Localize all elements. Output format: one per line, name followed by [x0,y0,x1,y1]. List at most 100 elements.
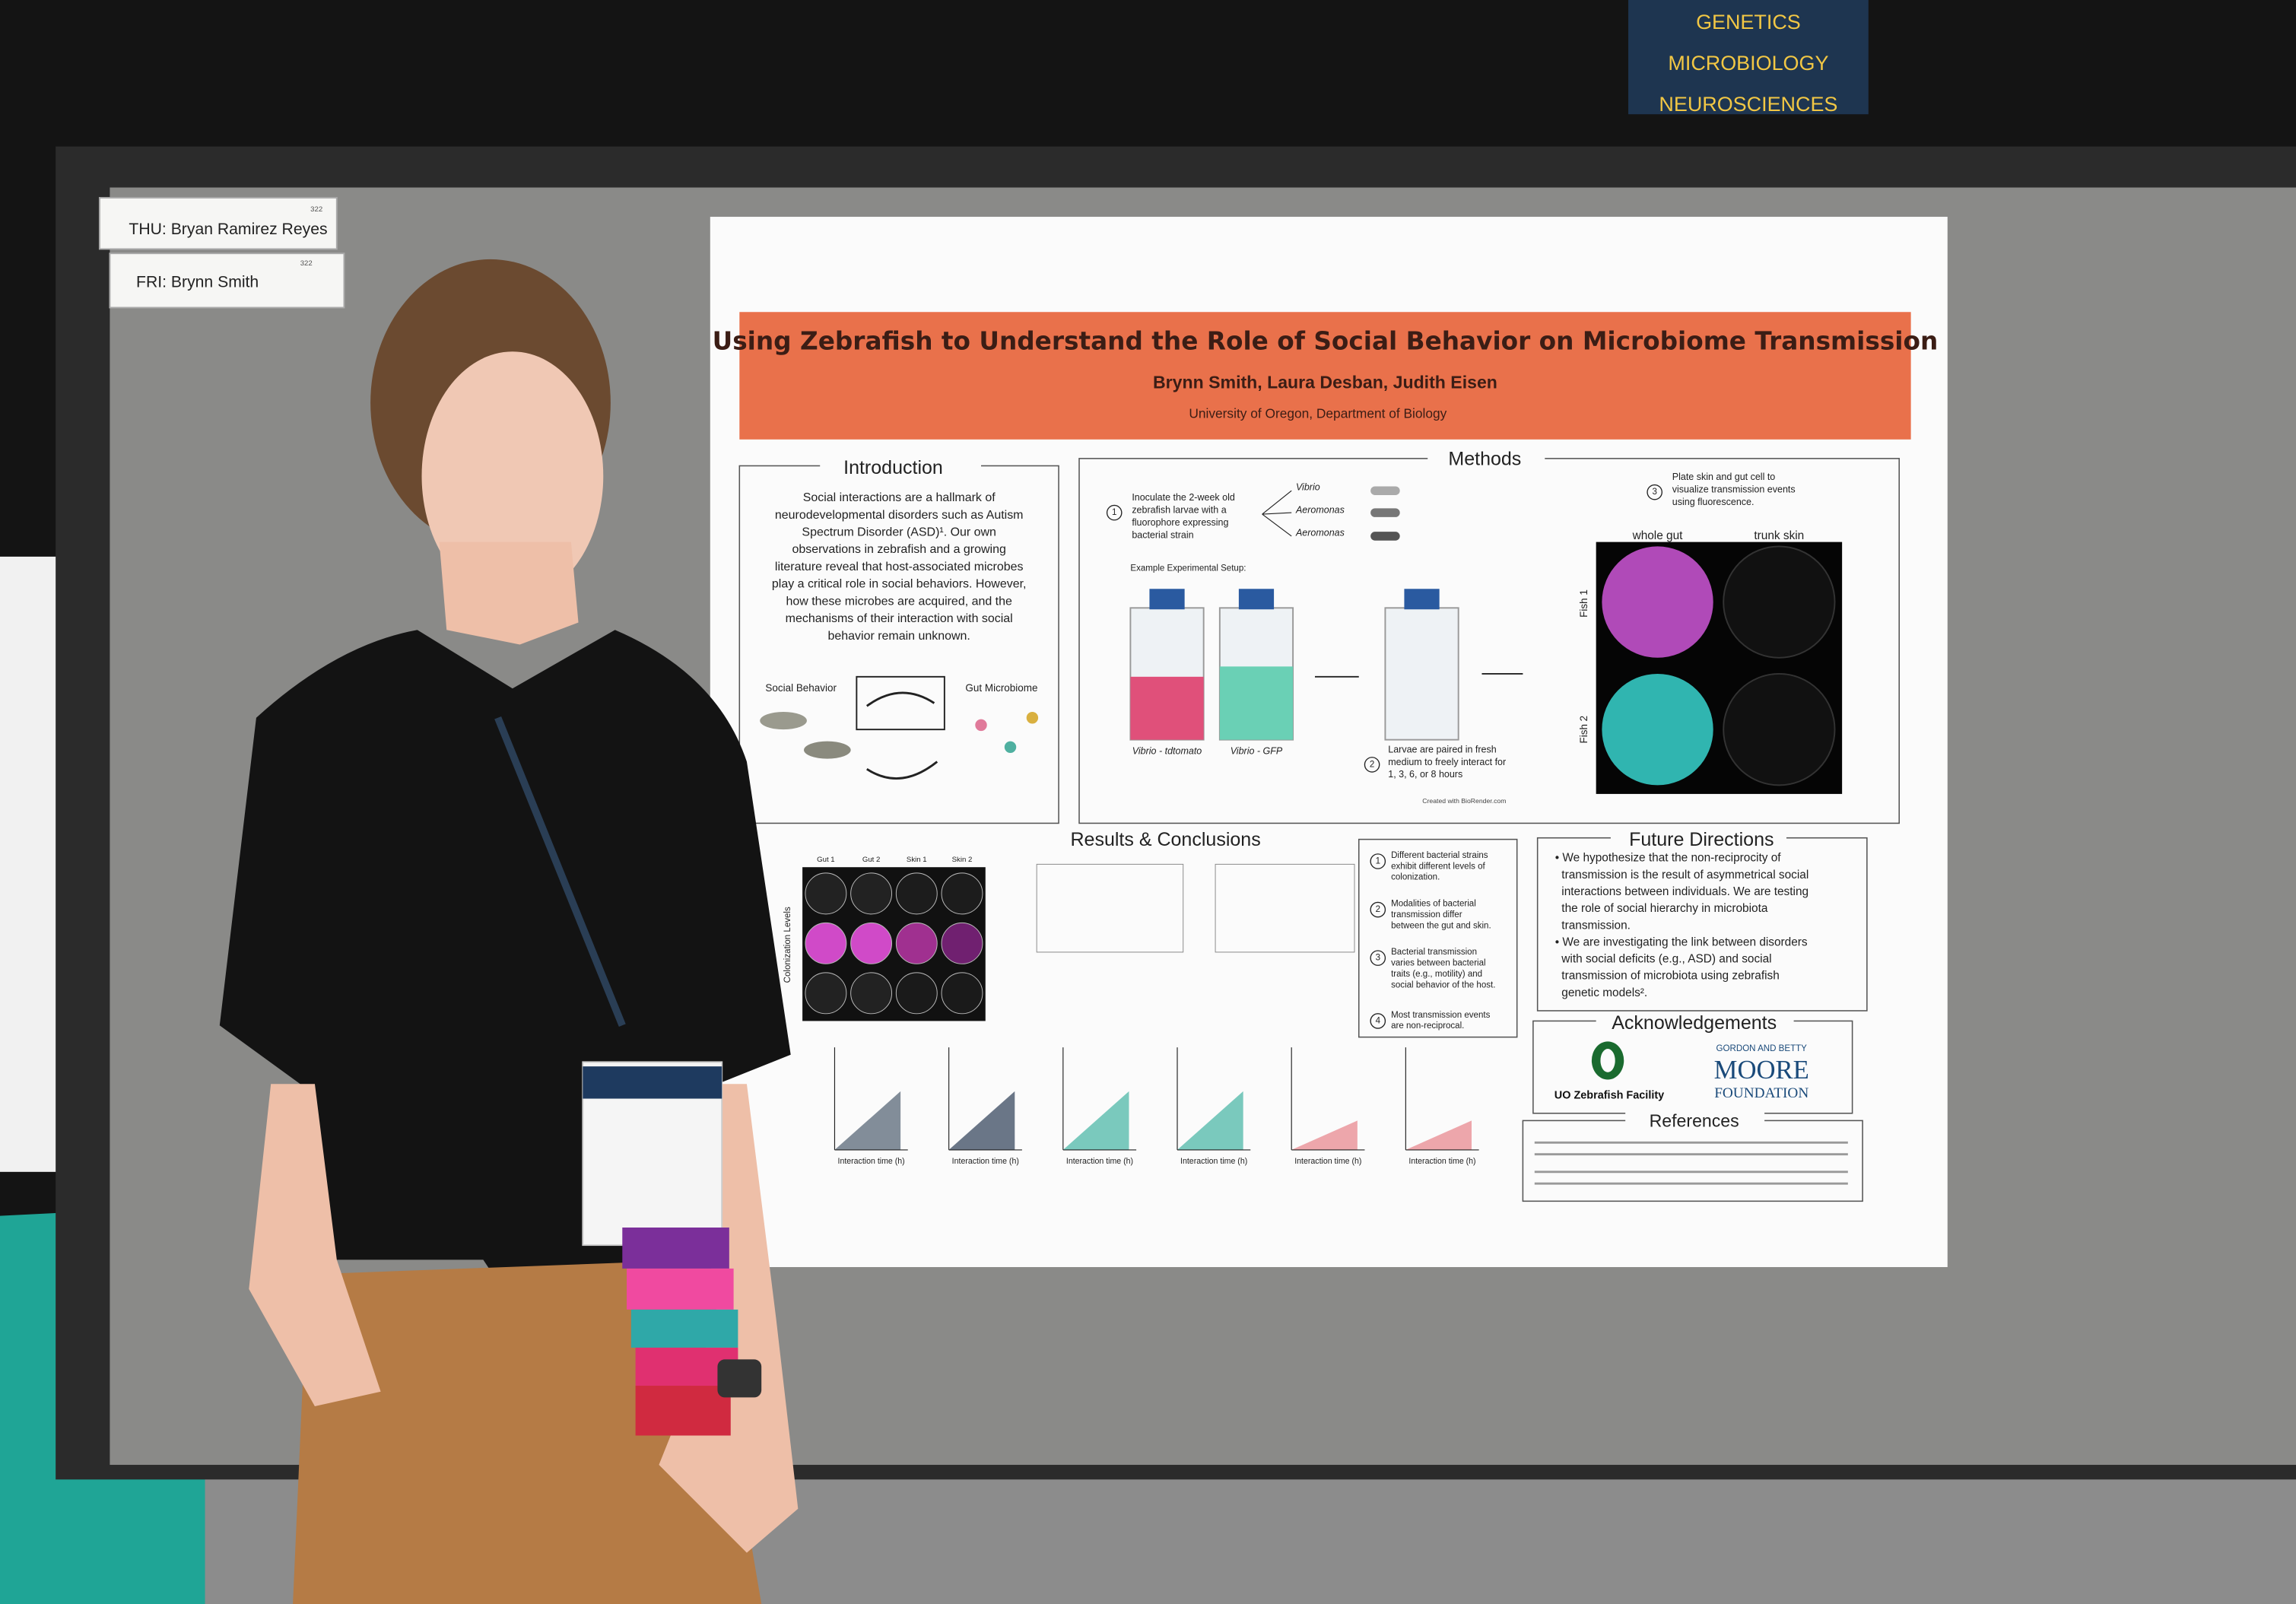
fish-icon [760,712,807,730]
method-step: bacterial strain [1132,529,1193,540]
flask-liquid [1130,676,1204,740]
chart-x-label: Interaction time (h) [1408,1157,1475,1166]
step-circle [1370,1013,1386,1029]
skin-image [1723,673,1836,786]
method-label: Example Experimental Setup: [1130,564,1246,573]
poster-authors: Brynn Smith, Laura Desban, Judith Eisen [1153,373,1497,392]
plate [895,872,938,915]
logo-text: GORDON AND BETTY [1716,1044,1808,1053]
diagram-label: Gut Microbiome [965,682,1037,694]
ribbon [622,1228,729,1269]
flask-cap [1404,589,1440,610]
heading-gap [820,456,982,478]
conclusion-text: social behavior of the host. [1391,980,1495,989]
chart-x-label: Interaction time (h) [838,1157,905,1166]
section-heading: Introduction [843,457,943,478]
conclusion-text: Different bacterial strains [1391,851,1488,860]
step-circle [1106,504,1123,521]
name-card-number: 322 [300,259,313,268]
conclusion-text: colonization. [1391,873,1440,882]
section-heading: Methods [1448,448,1521,469]
image-label: Fish 2 [1578,716,1589,744]
strain-label: Aeromonas [1295,505,1345,516]
heading-gap [1625,1111,1765,1132]
conclusion-text: Modalities of bacterial [1391,899,1476,908]
sign [1628,0,1869,115]
heading-gap [1610,829,1786,850]
chart-x-label: Interaction time (h) [1180,1157,1247,1166]
plate [895,972,938,1015]
microbe-icon [1026,712,1039,724]
conclusion-text: transmission differ [1391,910,1462,920]
step-number: 4 [1376,1016,1381,1025]
conclusion-text: Bacterial transmission [1391,948,1477,957]
branch [1262,513,1292,537]
future-text: • We are investigating the link between … [1555,935,1808,948]
credit: Created with BioRender.com [1422,797,1506,805]
bacterium [1370,486,1400,495]
intro-text: behavior remain unknown. [828,630,970,643]
heading-gap [1427,448,1545,469]
step-number: 2 [1376,905,1380,914]
column-label: Skin 1 [907,856,927,864]
fish-icon [804,741,851,759]
ribbon [630,1309,738,1348]
flask [1384,607,1459,741]
flask-liquid [1219,666,1294,740]
strain-label: Vibrio [1296,482,1320,493]
title-banner [739,312,1911,440]
method-step: Inoculate the 2-week old [1132,492,1235,503]
sign-text: NEUROSCIENCES [1659,93,1837,116]
section-heading: Future Directions [1629,829,1774,850]
heading-gap [1596,1013,1794,1034]
chart-x-label: Interaction time (h) [952,1157,1019,1166]
flask-cap [1238,589,1275,610]
face [421,351,604,601]
person [219,259,799,1604]
method-step: Plate skin and gut cell to [1672,472,1776,482]
logo-text: MOORE [1714,1056,1809,1085]
sign-text: GENETICS [1696,11,1801,33]
microbe-icon [975,719,987,732]
flask-cap [1149,589,1185,610]
intro-text: Spectrum Disorder (ASD)¹. Our own [802,526,996,539]
intro-text: play a critical role in social behaviors… [772,578,1027,591]
intro-text: mechanisms of their interaction with soc… [786,612,1013,625]
chart-x-label: Interaction time (h) [1294,1157,1361,1166]
dot-plot [1215,863,1355,953]
section-heading: References [1650,1110,1739,1130]
plate [850,922,893,964]
sign-text: MICROBIOLOGY [1668,52,1828,75]
badge-header [583,1066,722,1099]
method-step: medium to freely interact for [1388,757,1506,767]
plate [941,972,983,1015]
plate [805,972,847,1015]
heading-gap [1079,831,1167,852]
flask-label: Vibrio - GFP [1231,745,1283,756]
intro-text: observations in zebrafish and a growing [792,543,1006,556]
skin-image [1723,545,1836,659]
lanyard [494,716,626,1028]
future-text: with social deficits (e.g., ASD) and soc… [1555,953,1772,966]
method-step: Larvae are paired in fresh [1388,744,1496,754]
plate [850,972,893,1015]
plate [895,922,938,964]
chart-x-label: Interaction time (h) [1066,1157,1133,1166]
conclusion-text: Most transmission events [1391,1011,1490,1020]
microbe-icon [1004,741,1017,753]
step-circle [1370,901,1386,918]
gut-image [1602,546,1713,658]
poster-affiliation: University of Oregon, Department of Biol… [1189,406,1447,421]
future-text: interactions between individuals. We are… [1555,885,1809,898]
future-text: • We hypothesize that the non-reciprocit… [1555,852,1781,865]
diagram-box [856,675,945,731]
plate [805,922,847,964]
future-text: transmission. [1555,919,1631,932]
ribbon [635,1386,731,1436]
conclusion-text: between the gut and skin. [1391,921,1491,930]
image-label: whole gut [1632,529,1684,542]
row-label: Colonization Levels [783,907,792,983]
step-number: 2 [1370,760,1374,769]
column-label: Gut 1 [817,856,835,864]
